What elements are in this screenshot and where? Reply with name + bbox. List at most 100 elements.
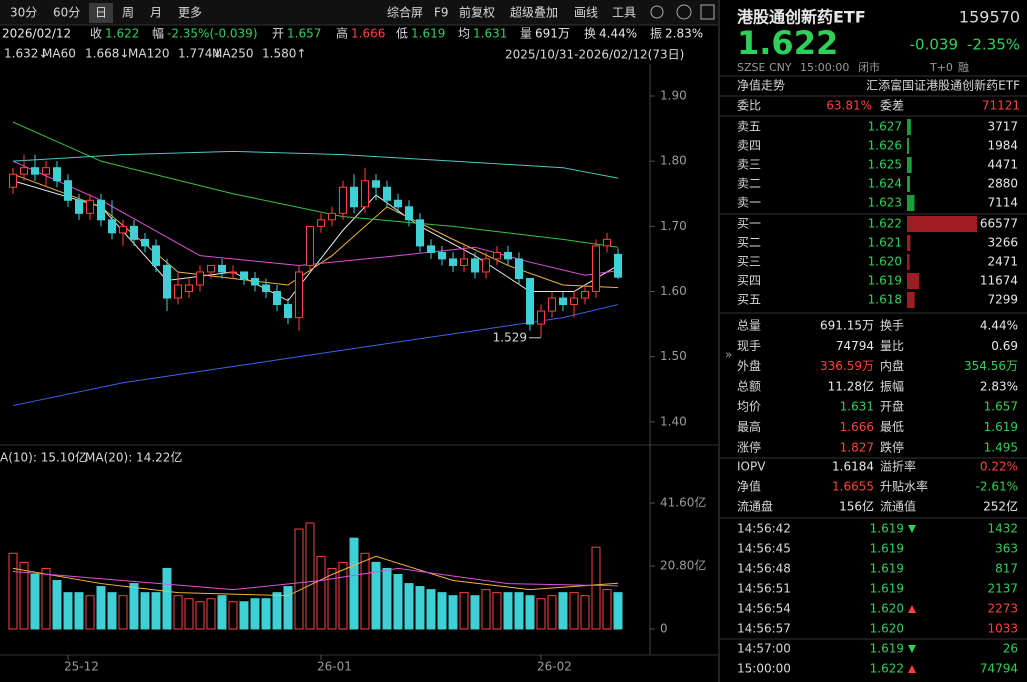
volume-bar (228, 601, 238, 630)
tool-button[interactable]: 画线 (574, 6, 598, 20)
book-bar (907, 157, 912, 173)
stat-value: 11.28亿 (828, 378, 874, 393)
stat-label: 外盘 (737, 358, 761, 373)
candle-body (614, 253, 622, 278)
tool-button[interactable]: 综合屏 (387, 5, 423, 20)
volume-bar (503, 592, 513, 630)
ma-name: MA250 (212, 47, 253, 61)
trade-volume: 74794 (980, 662, 1018, 676)
period-tab[interactable]: 更多 (178, 6, 202, 20)
trade-arrow (908, 525, 916, 533)
book-volume: 4471 (987, 158, 1018, 172)
trade-volume: 817 (995, 562, 1018, 576)
stat-value: 691.15万 (820, 319, 874, 333)
volume-bar (19, 561, 29, 630)
date-label: 26-02 (537, 660, 572, 674)
stat-value: 1.495 (984, 440, 1018, 454)
ratio-value: 63.81% (826, 99, 872, 113)
stat-value: 1.631 (840, 400, 874, 414)
volume-bar (481, 589, 491, 630)
candle-body (394, 199, 402, 208)
stat-value: 1.6655 (832, 480, 874, 494)
book-bar (907, 216, 977, 232)
y-tick-label: 1.60 (660, 284, 687, 298)
trade-price: 1.620 (870, 602, 904, 616)
info-label: 量 (520, 27, 532, 41)
tool-button[interactable]: 超级叠加 (510, 5, 558, 20)
candle-body (592, 245, 600, 293)
ma-value: 1.774↓ (178, 47, 222, 61)
book-label: 卖五 (737, 120, 761, 134)
annotation: 1.529 (493, 330, 527, 344)
stat-value: 1.6184 (832, 460, 874, 474)
volume-bar (426, 589, 436, 630)
book-label: 卖三 (737, 158, 761, 172)
candle-body (581, 291, 589, 299)
volume-bar (283, 586, 293, 630)
info-value: 1.622 (105, 27, 139, 41)
candle-body (174, 284, 182, 299)
tool-button[interactable]: 前复权 (459, 5, 495, 20)
stat-label: 最高 (737, 419, 761, 434)
collapse-icon[interactable]: » (725, 348, 732, 362)
candle-body (438, 251, 446, 260)
candle-body (361, 180, 369, 208)
stat-label: 总额 (737, 379, 761, 393)
volume-bar (118, 595, 128, 630)
period-tab[interactable]: 月 (150, 6, 162, 20)
ratio-label: 委差 (880, 99, 904, 113)
stat-label: 开盘 (880, 399, 904, 414)
period-tab[interactable]: 周 (122, 6, 134, 20)
book-label: 买二 (737, 236, 761, 250)
stat-label: 涨停 (737, 439, 761, 454)
candle-body (152, 245, 160, 266)
volume-bar (129, 583, 139, 630)
ma-value: 1.632↓ (4, 47, 48, 61)
candle-body (262, 284, 270, 293)
date-label: 25-12 (64, 660, 99, 674)
volume-bar (217, 595, 227, 630)
tool-button[interactable]: 工具 (612, 6, 636, 20)
period-tab[interactable]: 日 (95, 6, 107, 20)
volume-bar (415, 586, 425, 630)
quote-meta: SZSE (737, 61, 766, 74)
candle-body (130, 225, 138, 240)
volume-bar (580, 595, 590, 630)
trade-price: 1.619 (870, 562, 904, 576)
volume-bar (360, 552, 370, 630)
ma-line (12, 150, 619, 179)
stat-value: 1.666 (840, 420, 874, 434)
date-range: 2025/10/31-2026/02/12(73日) (505, 48, 684, 62)
stat-value: 0.69 (991, 339, 1018, 353)
volume-bar (525, 595, 535, 630)
period-tab[interactable]: 60分 (53, 6, 80, 20)
volume-bar (184, 598, 194, 630)
quote-meta: 15:00:00 (800, 61, 849, 74)
book-label: 买四 (737, 274, 761, 288)
candle-body (31, 167, 39, 175)
candle-body (42, 167, 50, 175)
y-tick-label: 1.40 (660, 414, 687, 428)
candle-body (108, 219, 116, 234)
stat-label: 换手 (880, 319, 904, 333)
trade-time: 14:56:51 (737, 582, 791, 596)
volume-ma-line (12, 567, 619, 591)
candle-body (526, 277, 534, 325)
stat-value: -2.61% (976, 480, 1018, 494)
volume-bar (96, 586, 106, 630)
stat-label: 净值 (737, 479, 761, 494)
trade-volume: 1432 (987, 522, 1018, 536)
stat-value: 252亿 (983, 499, 1018, 514)
volume-bar (547, 595, 557, 630)
tool-icons (650, 4, 715, 20)
tool-button[interactable]: F9 (434, 6, 449, 20)
stat-value: 336.59万 (820, 359, 874, 373)
stat-label: 内盘 (880, 358, 904, 373)
nav-link[interactable]: 净值走势 (737, 78, 785, 93)
volume-bar (602, 589, 612, 630)
volume-bar (41, 567, 51, 630)
trade-arrow (908, 665, 916, 673)
volume-bar (613, 592, 623, 630)
period-tab[interactable]: 30分 (10, 6, 37, 20)
candle-body (383, 186, 391, 201)
